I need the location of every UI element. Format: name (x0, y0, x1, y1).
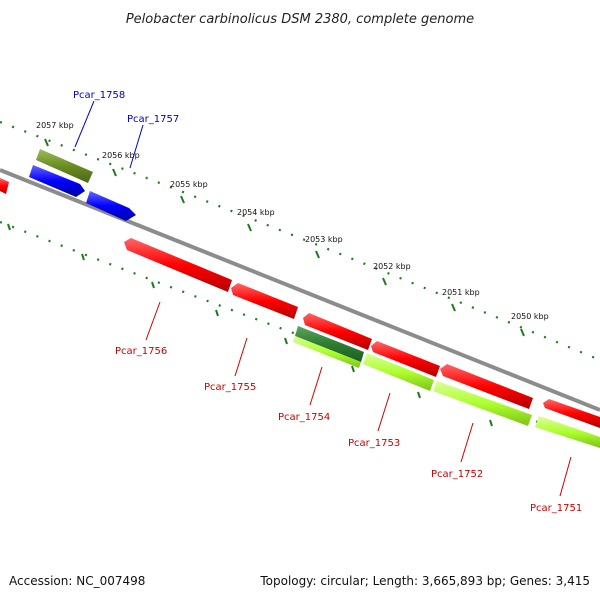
gene-pcar-1753-upper-feature[interactable] (371, 341, 440, 377)
gene-pcar-1753-feature[interactable] (363, 353, 434, 391)
gene-pcar-1758-feature[interactable] (36, 149, 93, 183)
scale-label-2052: 2052 kbp (373, 262, 411, 271)
scale-label-2055: 2055 kbp (170, 180, 208, 189)
scale-major-ticks (44, 138, 525, 337)
scale-label-2056: 2056 kbp (102, 151, 140, 160)
gene-label-pcar-1753[interactable]: Pcar_1753 (348, 438, 400, 449)
gene-pcar-1755-feature[interactable] (231, 283, 298, 319)
gene-forward-1-feature[interactable] (29, 165, 85, 197)
gene-pcar-1754-light-feature[interactable] (293, 336, 361, 368)
scale-label-2057: 2057 kbp (36, 121, 74, 130)
genome-summary-text: Topology: circular; Length: 3,665,893 bp… (259, 574, 590, 588)
gene-pcar-1752-feature[interactable] (433, 381, 532, 426)
scale-label-2054: 2054 kbp (237, 208, 275, 217)
scale-label-2053: 2053 kbp (305, 235, 343, 244)
label-connectors-reverse (145, 301, 572, 497)
gene-pcar-1757-feature[interactable] (86, 191, 136, 221)
inner-major-ticks (7, 223, 493, 427)
genome-backbone (0, 168, 600, 412)
gene-label-pcar-1754[interactable]: Pcar_1754 (278, 412, 330, 423)
gene-label-pcar-1751[interactable]: Pcar_1751 (530, 503, 582, 514)
map-title: Pelobacter carbinolicus DSM 2380, comple… (126, 12, 474, 27)
gene-label-pcar-1757[interactable]: Pcar_1757 (127, 114, 179, 125)
gene-pcar-1754-upper-feature[interactable] (303, 313, 372, 350)
gene-label-pcar-1758[interactable]: Pcar_1758 (73, 90, 125, 101)
gene-label-pcar-1752[interactable]: Pcar_1752 (431, 469, 483, 480)
scale-label-2050: 2050 kbp (511, 312, 549, 321)
gene-pcar-1751-upper-feature[interactable] (543, 399, 600, 428)
gene-pcar-1754-feature[interactable] (295, 326, 364, 362)
gene-pcar-1751-feature[interactable] (535, 416, 600, 448)
gene-label-pcar-1755[interactable]: Pcar_1755 (204, 382, 256, 393)
gene-edge-left-feature[interactable] (0, 178, 9, 194)
scale-tick-track (0, 120, 600, 362)
label-connectors-forward (74, 100, 144, 169)
inner-tick-track (0, 220, 561, 432)
scale-label-2051: 2051 kbp (442, 288, 480, 297)
gene-pcar-1752-upper-feature[interactable] (440, 364, 533, 409)
gene-label-pcar-1756[interactable]: Pcar_1756 (115, 346, 167, 357)
accession-text: Accession: NC_007498 (9, 574, 145, 588)
gene-pcar-1756-feature[interactable] (124, 238, 232, 292)
